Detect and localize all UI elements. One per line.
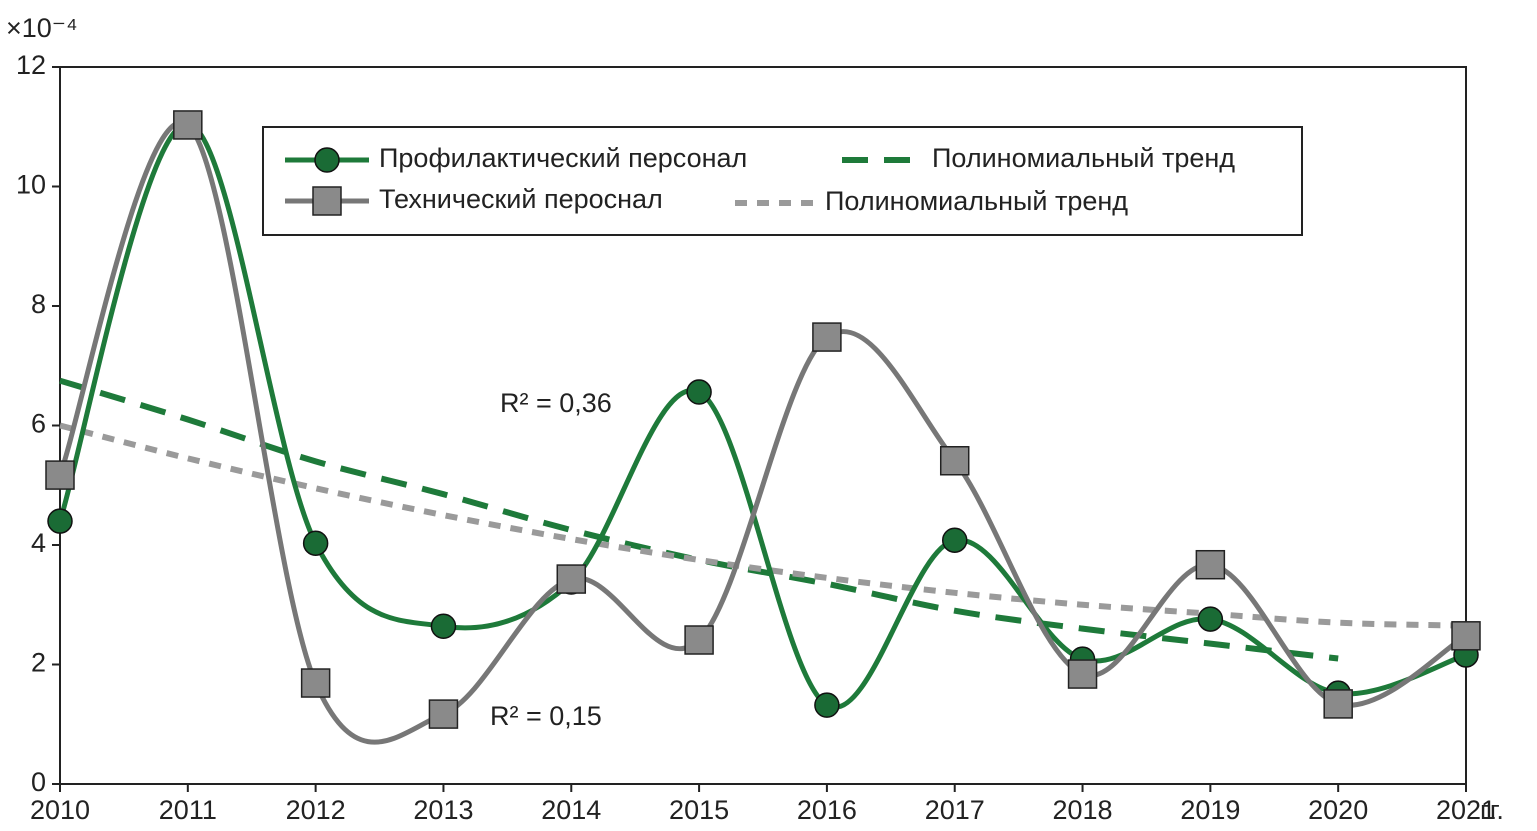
y-tick-label: 10 xyxy=(16,170,46,200)
annotation: R² = 0,36 xyxy=(500,388,612,418)
data-point xyxy=(173,110,203,140)
legend-label: Профилактический персонал xyxy=(379,143,747,173)
x-tick-label: 2010 xyxy=(30,795,90,825)
data-point xyxy=(302,530,329,556)
x-tick-label: 2019 xyxy=(1180,795,1240,825)
data-point xyxy=(45,460,75,490)
y-tick-label: 4 xyxy=(31,528,46,558)
y-tick-label: 8 xyxy=(31,289,46,319)
y-tick-label: 0 xyxy=(31,767,46,797)
x-tick-label: 2018 xyxy=(1053,795,1113,825)
data-point xyxy=(1451,621,1481,651)
data-point xyxy=(684,625,714,655)
x-tick-label: 2014 xyxy=(541,795,601,825)
annotation: R² = 0,15 xyxy=(490,701,602,731)
data-point xyxy=(428,699,459,729)
legend-box xyxy=(262,126,1303,236)
x-axis-unit: гг. xyxy=(1480,795,1504,825)
series-line xyxy=(59,377,1339,662)
x-tick-label: 2020 xyxy=(1308,795,1368,825)
legend-label: Полиномиальный тренд xyxy=(825,186,1128,216)
x-tick-label: 2021 xyxy=(1436,795,1496,825)
x-tick-label: 2015 xyxy=(669,795,729,825)
data-point xyxy=(47,508,73,534)
y-tick-label: 12 xyxy=(16,50,46,80)
x-tick-label: 2011 xyxy=(159,795,217,825)
data-point xyxy=(814,692,840,718)
legend-marker xyxy=(314,147,340,173)
y-tick-label: 2 xyxy=(31,648,46,678)
series-line xyxy=(59,422,1467,629)
data-point xyxy=(939,446,970,476)
x-tick-label: 2012 xyxy=(286,795,346,825)
legend-label: Технический пероснал xyxy=(379,184,663,214)
x-tick-label: 2016 xyxy=(797,795,857,825)
data-point xyxy=(941,527,968,553)
data-point xyxy=(1197,606,1224,632)
data-point xyxy=(686,379,712,405)
x-tick-label: 2017 xyxy=(925,795,985,825)
data-point xyxy=(1195,549,1226,580)
data-point xyxy=(430,613,457,640)
y-tick-label: 6 xyxy=(31,409,46,439)
data-point xyxy=(300,668,331,698)
data-point xyxy=(556,564,587,594)
y-multiplier: ×10⁻⁴ xyxy=(6,13,78,43)
data-point xyxy=(812,322,842,352)
data-point xyxy=(1067,659,1098,689)
legend-marker xyxy=(312,186,342,216)
data-point xyxy=(1323,689,1353,719)
x-tick-label: 2013 xyxy=(413,795,473,825)
legend-label: Полиномиальный тренд xyxy=(932,143,1235,173)
series-line xyxy=(57,119,1468,745)
